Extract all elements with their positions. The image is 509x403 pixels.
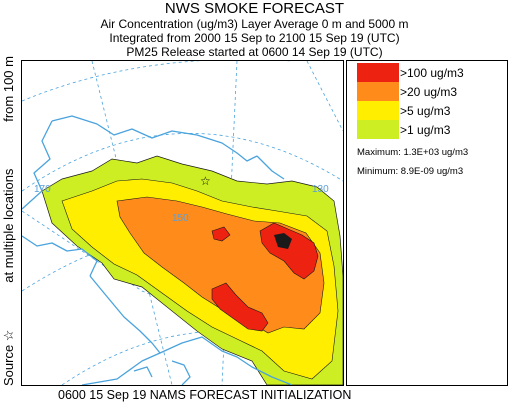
subtitle-line-1: Air Concentration (ug/m3) Layer Average … (100, 17, 409, 31)
coastline (22, 115, 293, 385)
legend-label-100: >100 ug/m3 (400, 65, 464, 80)
source-text: Source ☆ (1, 329, 16, 386)
minimum-value: Minimum: 8.9E-09 ug/m3 (357, 166, 464, 177)
grid-labels: 170 130 150 170 (34, 184, 329, 224)
legend-item-100: >100 ug/m3 (357, 63, 464, 82)
smoke-peak (274, 233, 292, 249)
legend-swatch-1 (357, 120, 399, 139)
locations-text: at multiple locations (1, 168, 16, 283)
map-canvas: 170 130 150 170 ☆ (22, 61, 343, 385)
legend-label-5: >5 ug/m3 (400, 103, 451, 118)
forecast-initialization: 0600 15 Sep 19 NAMS FORECAST INITIALIZAT… (58, 388, 352, 402)
smoke-map: 170 130 150 170 ☆ (21, 60, 344, 386)
height-text: from 100 m (1, 56, 16, 122)
legend-swatch-20 (357, 82, 399, 101)
maximum-value: Maximum: 1.3E+03 ug/m3 (357, 147, 469, 158)
source-star-icon: ☆ (200, 174, 211, 188)
legend-swatch-100 (357, 63, 399, 82)
smoke-layer-100 (211, 222, 319, 332)
legend: >100 ug/m3 >20 ug/m3 >5 ug/m3 >1 ug/m3 M… (346, 60, 508, 386)
legend-item-20: >20 ug/m3 (357, 82, 457, 101)
legend-label-20: >20 ug/m3 (400, 84, 458, 99)
legend-item-5: >5 ug/m3 (357, 101, 450, 120)
source-label: Source ☆ at multiple locations from 100 … (1, 56, 21, 386)
legend-item-1: >1 ug/m3 (357, 120, 450, 139)
subtitle-line-3: PM25 Release started at 0600 14 Sep 19 (… (126, 45, 383, 59)
grid-label-170-west: 170 (34, 184, 51, 195)
legend-label-1: >1 ug/m3 (400, 122, 451, 137)
legend-swatch-5 (357, 101, 399, 120)
map-title: NWS SMOKE FORECAST (164, 0, 345, 17)
grid-label-150: 150 (172, 213, 189, 224)
subtitle-line-2: Integrated from 2000 15 Sep to 2100 15 S… (109, 31, 400, 45)
grid-label-130: 130 (312, 184, 329, 195)
